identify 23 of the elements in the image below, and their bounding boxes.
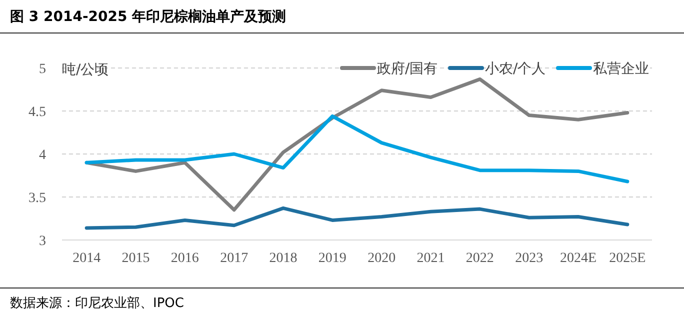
legend-label: 政府/国有	[377, 61, 438, 77]
xtick: 2018	[269, 251, 298, 266]
ytick: 5	[39, 62, 46, 77]
xtick: 2019	[318, 251, 346, 266]
xtick: 2023	[515, 251, 544, 266]
ytick: 3.5	[28, 191, 46, 206]
ytick: 3	[39, 234, 46, 249]
xtick: 2021	[416, 251, 445, 266]
legend-label: 私营企业	[593, 61, 649, 77]
annotation: 数据来源：印尼农业部、IPOC	[10, 296, 184, 311]
legend-label: 小农/个人	[485, 61, 546, 77]
xtick: 2020	[368, 251, 396, 266]
xtick: 2024E	[560, 251, 597, 266]
xtick: 2016	[170, 251, 199, 266]
xtick: 2025E	[609, 251, 646, 266]
xtick: 2017	[220, 251, 248, 266]
ytick: 4.5	[28, 105, 46, 120]
ytick: 4	[39, 148, 46, 163]
xtick: 2015	[122, 251, 150, 266]
xtick: 2022	[466, 251, 494, 266]
xtick: 2014	[72, 251, 101, 266]
title: 图 3 2014-2025 年印尼棕榈油单产及预测	[10, 9, 286, 25]
ylabel: 吨/公顷	[62, 62, 109, 78]
